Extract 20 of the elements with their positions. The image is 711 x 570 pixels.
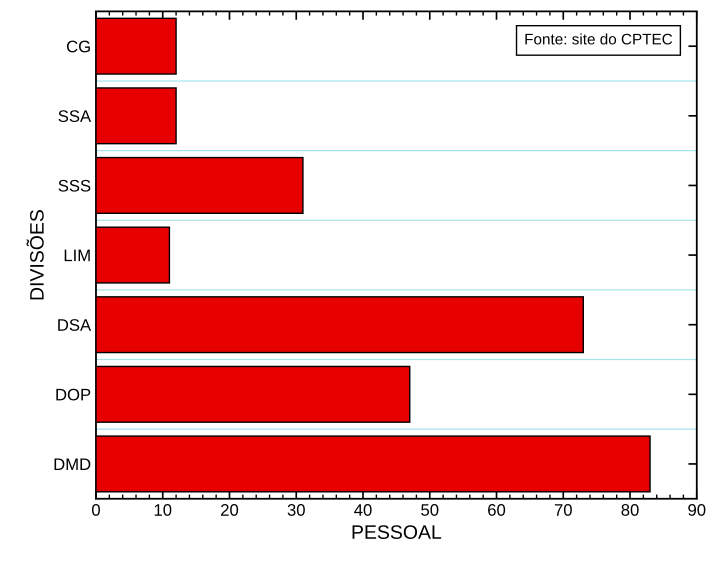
x-tick-label: 20 <box>221 504 238 516</box>
x-axis-title: PESSOAL <box>352 525 442 539</box>
x-tick-label: 60 <box>488 504 506 516</box>
y-tick-label: DOP <box>56 388 90 401</box>
y-tick-label: LIM <box>64 250 90 262</box>
x-tick-label: 90 <box>688 504 706 516</box>
x-tick-label: 50 <box>421 504 438 516</box>
y-tick-label: SSS <box>58 180 90 192</box>
y-axis-title: DIVISÕES <box>26 210 44 300</box>
y-tick-label: CG <box>66 40 90 52</box>
x-tick-label: 10 <box>154 504 172 516</box>
y-tick-label: DSA <box>58 319 92 331</box>
x-tick-label: 80 <box>621 504 639 516</box>
x-tick-label: 70 <box>554 504 572 516</box>
y-tick-label: SSA <box>58 110 92 122</box>
x-tick-label: 30 <box>288 504 305 516</box>
annotation: Fonte: site do CPTEC <box>525 33 672 45</box>
x-tick-label: 40 <box>354 504 372 516</box>
y-tick-label: DMD <box>54 458 90 470</box>
x-tick-label: 0 <box>92 504 100 516</box>
